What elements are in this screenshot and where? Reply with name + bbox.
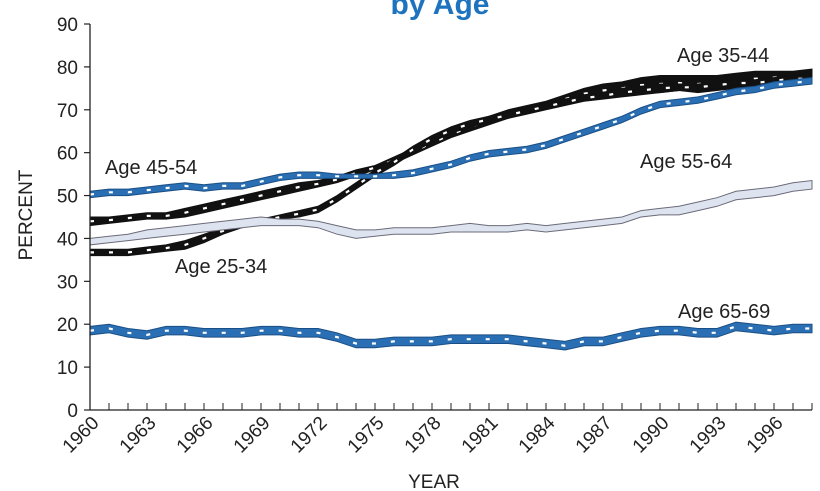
series-age-65-69 — [89, 321, 813, 351]
y-tick-label: 10 — [57, 358, 78, 379]
x-tick-label: 1990 — [629, 413, 674, 458]
x-tick-label: 1975 — [344, 413, 389, 458]
series-band — [89, 179, 813, 246]
x-tick-label: 1960 — [59, 413, 104, 458]
x-tick-label: 1987 — [572, 413, 617, 458]
x-tick-label: 1969 — [230, 413, 275, 458]
x-axis-title: YEAR — [408, 472, 460, 491]
series-label-age-65-69: Age 65-69 — [678, 301, 770, 323]
series-label-age-25-34: Age 25-34 — [175, 256, 267, 278]
series-label-age-55-64: Age 55-64 — [640, 151, 732, 173]
y-tick-label: 30 — [57, 272, 78, 293]
y-tick-label: 90 — [57, 15, 78, 36]
series-age-45-54 — [89, 77, 813, 199]
y-tick-label: 20 — [57, 315, 78, 336]
x-tick-label: 1981 — [458, 413, 503, 458]
y-tick-label: 60 — [57, 144, 78, 165]
x-tick-label: 1978 — [401, 413, 446, 458]
series-labels: Age 35-44 Age 45-54 Age 55-64 Age 25-34 Age … — [105, 45, 770, 323]
y-tick-label: 50 — [57, 187, 78, 208]
x-tick-label: 1996 — [743, 413, 788, 458]
y-axis-title: PERCENT — [16, 169, 37, 260]
series-dash-line — [89, 79, 813, 196]
y-tick-label: 40 — [57, 229, 78, 250]
x-tick-label: 1966 — [173, 413, 218, 458]
series-label-age-35-44: Age 35-44 — [677, 45, 769, 67]
chart-title-group: by Age — [391, 0, 490, 21]
y-tick-label: 70 — [57, 101, 78, 122]
series-band — [89, 321, 813, 351]
series-age-55-64 — [89, 179, 813, 246]
y-tick-label: 80 — [57, 58, 78, 79]
chart-title: by Age — [391, 0, 490, 21]
series-label-age-45-54: Age 45-54 — [105, 157, 197, 179]
x-tick-label: 1984 — [515, 412, 560, 457]
y-tick-label: 0 — [67, 401, 78, 422]
x-tick-label: 1993 — [686, 413, 731, 458]
series-dash-line — [89, 325, 812, 347]
x-tick-label: 1972 — [287, 413, 332, 458]
x-tick-label: 1963 — [116, 413, 161, 458]
series-bands — [89, 68, 813, 351]
series-band — [89, 77, 813, 199]
